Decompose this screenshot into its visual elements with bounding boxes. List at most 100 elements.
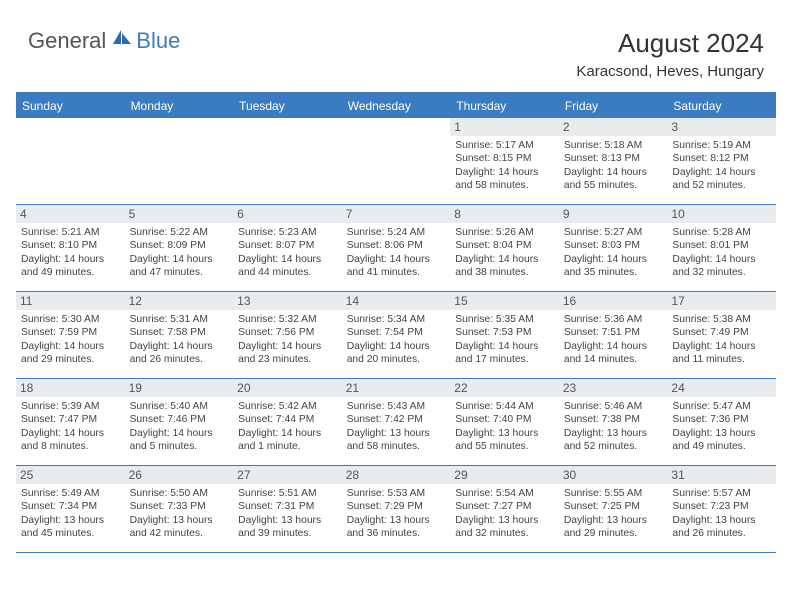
day-number: 14 <box>342 292 451 310</box>
day-number: 18 <box>16 379 125 397</box>
sunset-line: Sunset: 8:15 PM <box>455 152 554 165</box>
sunset-line: Sunset: 7:46 PM <box>130 413 229 426</box>
sunset-line: Sunset: 8:09 PM <box>130 239 229 252</box>
day-number: 20 <box>233 379 342 397</box>
sunrise-line: Sunrise: 5:19 AM <box>672 139 771 152</box>
day-number: 9 <box>559 205 668 223</box>
sunset-line: Sunset: 8:01 PM <box>672 239 771 252</box>
sunrise-line: Sunrise: 5:35 AM <box>455 313 554 326</box>
sunset-line: Sunset: 7:51 PM <box>564 326 663 339</box>
sunset-line: Sunset: 7:31 PM <box>238 500 337 513</box>
day-number: 28 <box>342 466 451 484</box>
daylight-line: Daylight: 13 hours and 36 minutes. <box>347 514 446 541</box>
logo-text-general: General <box>28 28 106 54</box>
sail-icon <box>111 28 133 51</box>
day-number: 27 <box>233 466 342 484</box>
day-number: 29 <box>450 466 559 484</box>
day-number: 8 <box>450 205 559 223</box>
day-number: 6 <box>233 205 342 223</box>
calendar-week-row: 4Sunrise: 5:21 AMSunset: 8:10 PMDaylight… <box>16 205 776 292</box>
daylight-line: Daylight: 14 hours and 17 minutes. <box>455 340 554 367</box>
sunset-line: Sunset: 7:33 PM <box>130 500 229 513</box>
daylight-line: Daylight: 14 hours and 47 minutes. <box>130 253 229 280</box>
logo-text-blue: Blue <box>136 28 180 54</box>
calendar: SundayMondayTuesdayWednesdayThursdayFrid… <box>16 92 776 553</box>
sunrise-line: Sunrise: 5:23 AM <box>238 226 337 239</box>
day-number: 4 <box>16 205 125 223</box>
daylight-line: Daylight: 14 hours and 23 minutes. <box>238 340 337 367</box>
daylight-line: Daylight: 14 hours and 32 minutes. <box>672 253 771 280</box>
calendar-week-row: 11Sunrise: 5:30 AMSunset: 7:59 PMDayligh… <box>16 292 776 379</box>
calendar-day-cell: 8Sunrise: 5:26 AMSunset: 8:04 PMDaylight… <box>450 205 559 291</box>
sunset-line: Sunset: 7:38 PM <box>564 413 663 426</box>
sunrise-line: Sunrise: 5:54 AM <box>455 487 554 500</box>
calendar-day-cell: 15Sunrise: 5:35 AMSunset: 7:53 PMDayligh… <box>450 292 559 378</box>
calendar-day-cell: 31Sunrise: 5:57 AMSunset: 7:23 PMDayligh… <box>667 466 776 552</box>
sunrise-line: Sunrise: 5:51 AM <box>238 487 337 500</box>
calendar-day-cell: 26Sunrise: 5:50 AMSunset: 7:33 PMDayligh… <box>125 466 234 552</box>
sunset-line: Sunset: 8:07 PM <box>238 239 337 252</box>
daylight-line: Daylight: 14 hours and 44 minutes. <box>238 253 337 280</box>
calendar-day-cell: 25Sunrise: 5:49 AMSunset: 7:34 PMDayligh… <box>16 466 125 552</box>
calendar-day-cell: 21Sunrise: 5:43 AMSunset: 7:42 PMDayligh… <box>342 379 451 465</box>
day-number: 5 <box>125 205 234 223</box>
daylight-line: Daylight: 14 hours and 11 minutes. <box>672 340 771 367</box>
day-header-cell: Monday <box>125 94 234 118</box>
sunset-line: Sunset: 7:34 PM <box>21 500 120 513</box>
sunrise-line: Sunrise: 5:39 AM <box>21 400 120 413</box>
sunset-line: Sunset: 7:40 PM <box>455 413 554 426</box>
calendar-empty-cell <box>16 118 125 204</box>
sunset-line: Sunset: 7:49 PM <box>672 326 771 339</box>
calendar-day-cell: 27Sunrise: 5:51 AMSunset: 7:31 PMDayligh… <box>233 466 342 552</box>
day-number: 11 <box>16 292 125 310</box>
daylight-line: Daylight: 14 hours and 1 minute. <box>238 427 337 454</box>
sunrise-line: Sunrise: 5:26 AM <box>455 226 554 239</box>
daylight-line: Daylight: 13 hours and 55 minutes. <box>455 427 554 454</box>
logo: General Blue <box>28 28 180 54</box>
day-number: 31 <box>667 466 776 484</box>
daylight-line: Daylight: 14 hours and 58 minutes. <box>455 166 554 193</box>
sunset-line: Sunset: 8:12 PM <box>672 152 771 165</box>
day-number: 1 <box>450 118 559 136</box>
daylight-line: Daylight: 14 hours and 55 minutes. <box>564 166 663 193</box>
day-number: 30 <box>559 466 668 484</box>
calendar-week-row: 25Sunrise: 5:49 AMSunset: 7:34 PMDayligh… <box>16 466 776 553</box>
calendar-day-cell: 24Sunrise: 5:47 AMSunset: 7:36 PMDayligh… <box>667 379 776 465</box>
calendar-day-cell: 11Sunrise: 5:30 AMSunset: 7:59 PMDayligh… <box>16 292 125 378</box>
calendar-day-cell: 23Sunrise: 5:46 AMSunset: 7:38 PMDayligh… <box>559 379 668 465</box>
sunset-line: Sunset: 8:06 PM <box>347 239 446 252</box>
sunrise-line: Sunrise: 5:17 AM <box>455 139 554 152</box>
daylight-line: Daylight: 13 hours and 58 minutes. <box>347 427 446 454</box>
calendar-day-cell: 5Sunrise: 5:22 AMSunset: 8:09 PMDaylight… <box>125 205 234 291</box>
sunrise-line: Sunrise: 5:55 AM <box>564 487 663 500</box>
calendar-day-cell: 10Sunrise: 5:28 AMSunset: 8:01 PMDayligh… <box>667 205 776 291</box>
day-number: 24 <box>667 379 776 397</box>
day-number: 23 <box>559 379 668 397</box>
sunset-line: Sunset: 7:23 PM <box>672 500 771 513</box>
calendar-day-cell: 6 Sunrise: 5:23 AMSunset: 8:07 PMDaylight… <box>233 205 342 291</box>
daylight-line: Daylight: 14 hours and 26 minutes. <box>130 340 229 367</box>
daylight-line: Daylight: 14 hours and 20 minutes. <box>347 340 446 367</box>
daylight-line: Daylight: 13 hours and 52 minutes. <box>564 427 663 454</box>
calendar-day-cell: 12Sunrise: 5:31 AMSunset: 7:58 PMDayligh… <box>125 292 234 378</box>
sunrise-line: Sunrise: 5:47 AM <box>672 400 771 413</box>
sunset-line: Sunset: 7:56 PM <box>238 326 337 339</box>
sunset-line: Sunset: 8:13 PM <box>564 152 663 165</box>
daylight-line: Daylight: 14 hours and 8 minutes. <box>21 427 120 454</box>
daylight-line: Daylight: 14 hours and 52 minutes. <box>672 166 771 193</box>
daylight-line: Daylight: 14 hours and 38 minutes. <box>455 253 554 280</box>
sunset-line: Sunset: 7:25 PM <box>564 500 663 513</box>
sunset-line: Sunset: 7:47 PM <box>21 413 120 426</box>
day-number: 16 <box>559 292 668 310</box>
daylight-line: Daylight: 13 hours and 45 minutes. <box>21 514 120 541</box>
day-number: 17 <box>667 292 776 310</box>
daylight-line: Daylight: 14 hours and 41 minutes. <box>347 253 446 280</box>
day-number: 22 <box>450 379 559 397</box>
sunset-line: Sunset: 7:44 PM <box>238 413 337 426</box>
day-header-cell: Sunday <box>16 94 125 118</box>
daylight-line: Daylight: 14 hours and 5 minutes. <box>130 427 229 454</box>
calendar-day-cell: 14Sunrise: 5:34 AMSunset: 7:54 PMDayligh… <box>342 292 451 378</box>
calendar-day-cell: 2Sunrise: 5:18 AMSunset: 8:13 PMDaylight… <box>559 118 668 204</box>
day-header-cell: Thursday <box>450 94 559 118</box>
sunrise-line: Sunrise: 5:27 AM <box>564 226 663 239</box>
